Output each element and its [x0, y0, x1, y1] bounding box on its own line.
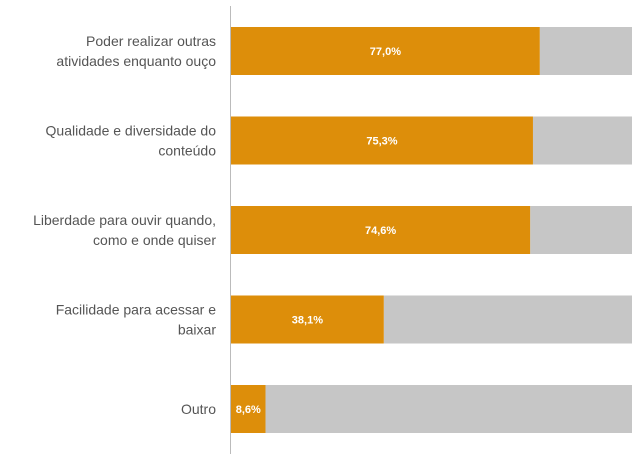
bar-remainder-4 [265, 385, 632, 433]
category-labels-group: Poder realizar outras atividades enquanto… [33, 33, 216, 417]
data-label-0: 77,0% [370, 46, 401, 58]
category-label-4: Outro [181, 401, 216, 417]
category-label-line: Poder realizar outras [86, 33, 216, 49]
bar-value-4 [231, 385, 266, 433]
bar-remainder-3 [383, 295, 632, 344]
category-label-line: baixar [178, 322, 216, 338]
category-label-3: Facilidade para acessar e baixar [56, 302, 217, 338]
category-label-2: Liberdade para ouvir quando, como e onde … [33, 212, 216, 248]
category-label-line: Facilidade para acessar e [56, 302, 217, 318]
category-label-line: Outro [181, 401, 216, 417]
bar-value-2 [231, 206, 531, 254]
data-label-1: 75,3% [366, 136, 397, 148]
data-label-3: 38,1% [292, 315, 323, 327]
category-label-line: atividades enquanto ouço [56, 53, 216, 69]
bar-value-1 [231, 116, 533, 165]
bars-group: 77,0% 75,3% 74,6% 38,1% 8,6% [231, 27, 632, 433]
bar-remainder-2 [530, 206, 632, 254]
data-label-2: 74,6% [365, 225, 396, 237]
bar-value-0 [231, 27, 540, 75]
category-label-0: Poder realizar outras atividades enquanto… [56, 33, 216, 69]
bar-remainder-1 [532, 116, 632, 165]
category-label-line: conteúdo [158, 143, 216, 159]
category-label-line: como e onde quiser [93, 232, 216, 248]
category-label-line: Liberdade para ouvir quando, [33, 212, 216, 228]
data-label-4: 8,6% [236, 404, 261, 416]
category-label-line: Qualidade e diversidade do [46, 123, 217, 139]
bar-remainder-0 [539, 27, 632, 75]
category-label-1: Qualidade e diversidade do conteúdo [46, 123, 217, 159]
bar-value-3 [231, 295, 384, 344]
